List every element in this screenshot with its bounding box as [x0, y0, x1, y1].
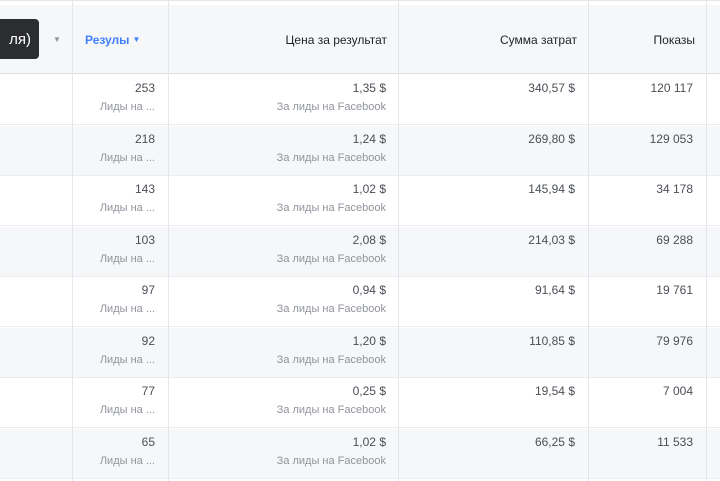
column-divider	[169, 1, 399, 481]
cost-cell: 2,08 $ За лиды на Facebook	[169, 233, 399, 265]
cost-type: За лиды на Facebook	[276, 303, 386, 315]
header-results[interactable]: Резулы ▼	[73, 5, 169, 74]
table-row[interactable]: 97 Лиды на ... 0,94 $ За лиды на Facebook …	[0, 277, 720, 327]
table-row[interactable]: 218 Лиды на ... 1,24 $ За лиды на Facebook…	[0, 125, 720, 176]
cost-cell: 1,20 $ За лиды на Facebook	[169, 334, 399, 366]
cost-type: За лиды на Facebook	[276, 454, 386, 467]
results-cell: 103 Лиды на ...	[73, 233, 169, 265]
cost-cell: 1,02 $ За лиды на Facebook	[169, 435, 399, 467]
results-type: Лиды на ...	[99, 303, 155, 315]
cost-type: За лиды на Facebook	[276, 404, 386, 416]
cost-value: 0,25 $	[352, 384, 386, 398]
results-type: Лиды на ...	[99, 202, 155, 214]
cost-type: За лиды на Facebook	[276, 151, 386, 164]
impressions-cell: 79 976	[656, 333, 693, 348]
impressions-cell: 11 533	[657, 434, 693, 449]
cost-cell: 1,24 $ За лиды на Facebook	[169, 132, 399, 164]
table-header	[0, 5, 720, 74]
table-row[interactable]: 65 Лиды на ... 1,02 $ За лиды на Facebook …	[0, 428, 720, 479]
header-results-label: Резулы	[85, 32, 130, 47]
impressions-cell: 69 288	[656, 232, 693, 247]
cost-type: За лиды на Facebook	[276, 252, 386, 265]
impressions-cell: 120 117	[650, 81, 694, 95]
results-type: Лиды на ...	[99, 454, 155, 467]
spent-cell: 214,03 $	[528, 232, 575, 247]
results-value: 65	[141, 434, 155, 449]
spent-cell: 145,94 $	[528, 182, 575, 196]
impressions-cell: 19 761	[656, 283, 693, 297]
spent-cell: 66,25 $	[534, 434, 575, 449]
name-column-button[interactable]: ля)	[0, 19, 39, 59]
results-cell: 65 Лиды на ...	[73, 435, 169, 467]
results-cell: 92 Лиды на ...	[73, 334, 169, 366]
header-cost-per-result[interactable]: Цена за результат	[285, 32, 387, 47]
results-value: 92	[141, 333, 155, 348]
cost-type: За лиды на Facebook	[276, 353, 386, 366]
table-row[interactable]: 92 Лиды на ... 1,20 $ За лиды на Facebook …	[0, 327, 720, 378]
cost-cell: 1,35 $ За лиды на Facebook	[169, 81, 399, 113]
spent-cell: 19,54 $	[534, 384, 575, 398]
cost-type: За лиды на Facebook	[276, 101, 386, 113]
results-value: 103	[134, 232, 155, 247]
spent-cell: 110,85 $	[529, 333, 575, 348]
spent-cell: 340,57 $	[528, 81, 575, 95]
cost-value: 1,35 $	[352, 81, 386, 95]
results-cell: 218 Лиды на ...	[73, 132, 169, 164]
results-type: Лиды на ...	[99, 353, 155, 366]
results-type: Лиды на ...	[99, 101, 155, 113]
table-row[interactable]: 253 Лиды на ... 1,35 $ За лиды на Facebook…	[0, 75, 720, 125]
results-value: 218	[134, 131, 155, 146]
impressions-cell: 34 178	[656, 182, 693, 196]
impressions-cell: 7 004	[662, 384, 693, 398]
results-value: 77	[141, 384, 155, 398]
cost-value: 1,02 $	[352, 182, 386, 196]
column-divider	[0, 1, 73, 481]
cost-type: За лиды на Facebook	[276, 202, 386, 214]
results-value: 143	[134, 182, 155, 196]
cost-value: 1,20 $	[352, 333, 386, 348]
results-type: Лиды на ...	[99, 252, 155, 265]
results-value: 253	[134, 81, 155, 95]
chevron-down-icon[interactable]: ▼	[53, 35, 61, 44]
cost-cell: 0,94 $ За лиды на Facebook	[169, 283, 399, 315]
cost-value: 1,24 $	[352, 131, 386, 146]
results-cell: 143 Лиды на ...	[73, 182, 169, 214]
sort-desc-icon: ▼	[132, 35, 141, 44]
results-cell: 77 Лиды на ...	[73, 384, 169, 416]
spent-cell: 269,80 $	[528, 131, 575, 146]
impressions-cell: 129 053	[649, 131, 693, 146]
header-impressions[interactable]: Показы	[653, 32, 695, 47]
results-type: Лиды на ...	[99, 404, 155, 416]
spent-cell: 91,64 $	[534, 283, 575, 297]
header-amount-spent[interactable]: Сумма затрат	[499, 32, 577, 47]
column-divider	[73, 1, 169, 481]
table-row[interactable]: 103 Лиды на ... 2,08 $ За лиды на Facebook…	[0, 226, 720, 277]
results-cell: 253 Лиды на ...	[73, 81, 169, 113]
results-cell: 97 Лиды на ...	[73, 283, 169, 315]
column-divider	[399, 1, 589, 481]
results-value: 97	[141, 283, 155, 297]
cost-cell: 0,25 $ За лиды на Facebook	[169, 384, 399, 416]
table-row[interactable]: 143 Лиды на ... 1,02 $ За лиды на Facebook…	[0, 176, 720, 226]
name-button-label: ля)	[9, 30, 31, 48]
cost-value: 0,94 $	[352, 283, 386, 297]
table-row[interactable]: 77 Лиды на ... 0,25 $ За лиды на Facebook …	[0, 378, 720, 428]
cost-cell: 1,02 $ За лиды на Facebook	[169, 182, 399, 214]
cost-value: 1,02 $	[352, 434, 386, 449]
cost-value: 2,08 $	[352, 232, 386, 247]
column-divider	[589, 1, 707, 481]
results-type: Лиды на ...	[99, 151, 155, 164]
